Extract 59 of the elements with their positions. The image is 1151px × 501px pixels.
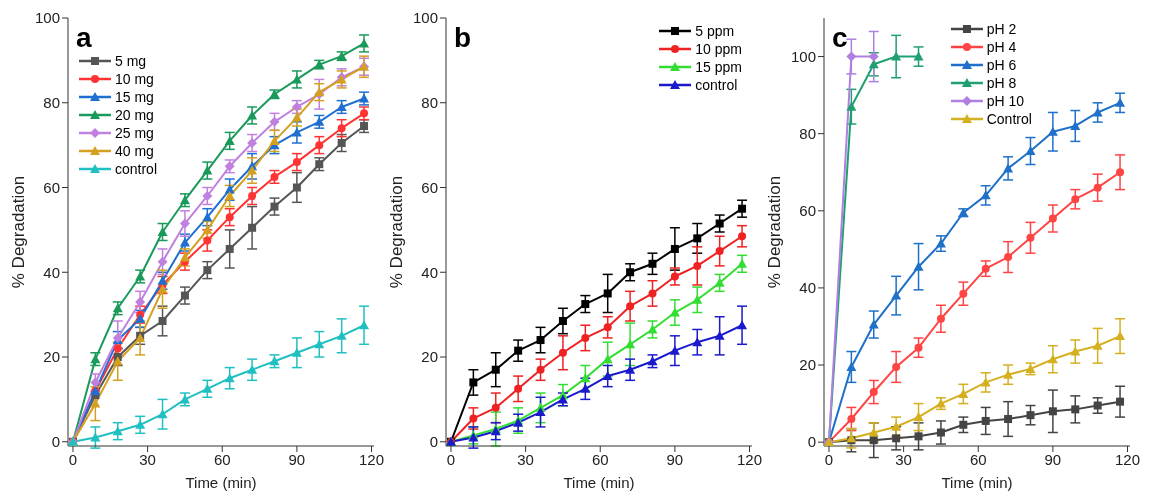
y-tick-label: 100 — [412, 9, 438, 27]
legend-label: 25 mg — [115, 125, 154, 141]
legend-label: Control — [986, 111, 1032, 127]
x-tick-label: 30 — [517, 450, 534, 468]
legend-label: 10 mg — [115, 71, 154, 87]
y-tick-label: 100 — [790, 47, 816, 65]
x-axis-title: Time (min) — [941, 474, 1013, 491]
legend-label: pH 4 — [986, 39, 1017, 55]
y-tick-label: 60 — [43, 178, 60, 196]
x-tick-label: 90 — [1044, 450, 1062, 468]
x-axis-title: Time (min) — [185, 474, 257, 491]
y-axis-title: % Degradation — [387, 175, 407, 289]
legend-label: control — [695, 77, 738, 93]
x-tick-label: 30 — [895, 450, 912, 468]
x-tick-label: 0 — [68, 450, 78, 468]
x-tick-label: 120 — [737, 450, 763, 468]
chart-title: c — [832, 22, 848, 54]
y-tick-label: 0 — [807, 433, 816, 451]
x-tick-label: 90 — [288, 450, 306, 468]
y-tick-label: 0 — [429, 433, 438, 451]
x-tick-label: 60 — [969, 450, 987, 468]
legend-label: 15 ppm — [695, 59, 742, 75]
x-tick-label: 0 — [824, 450, 834, 468]
legend-label: control — [115, 161, 158, 177]
legend-label: 5 mg — [115, 53, 147, 69]
x-tick-label: 0 — [446, 450, 456, 468]
legend-label: 20 mg — [115, 107, 154, 123]
y-tick-label: 40 — [799, 279, 816, 297]
chart-title: b — [454, 22, 472, 54]
legend-label: pH 10 — [986, 93, 1025, 109]
y-tick-label: 80 — [421, 94, 438, 112]
legend-label: pH 2 — [986, 21, 1017, 37]
x-tick-label: 120 — [359, 450, 385, 468]
legend-label: pH 8 — [986, 75, 1017, 91]
x-tick-label: 120 — [1115, 450, 1141, 468]
y-axis-title: % Degradation — [9, 175, 29, 289]
legend-label: 5 ppm — [695, 23, 735, 39]
legend-label: 10 ppm — [695, 41, 742, 57]
y-tick-label: 40 — [421, 263, 438, 281]
x-tick-label: 60 — [591, 450, 609, 468]
chart-title: a — [76, 22, 92, 54]
y-tick-label: 20 — [421, 348, 438, 366]
x-axis-title: Time (min) — [563, 474, 635, 491]
y-tick-label: 60 — [799, 202, 816, 220]
y-tick-label: 60 — [421, 178, 438, 196]
y-tick-label: 80 — [43, 94, 60, 112]
y-tick-label: 80 — [799, 125, 816, 142]
legend-label: 40 mg — [115, 143, 154, 159]
x-tick-label: 30 — [139, 450, 156, 468]
y-tick-label: 20 — [799, 356, 816, 374]
y-axis-title: % Degradation — [765, 175, 785, 289]
x-tick-label: 60 — [213, 450, 231, 468]
x-tick-label: 90 — [666, 450, 684, 468]
y-tick-label: 20 — [43, 348, 60, 366]
y-tick-label: 40 — [43, 263, 60, 281]
y-tick-label: 100 — [34, 9, 60, 27]
y-tick-label: 0 — [51, 433, 60, 451]
legend-label: pH 6 — [986, 57, 1017, 73]
legend-label: 15 mg — [115, 89, 154, 105]
